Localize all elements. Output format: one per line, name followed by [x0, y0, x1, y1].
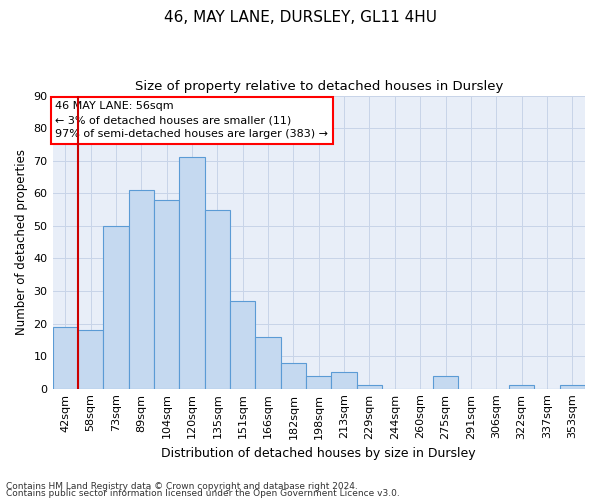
Title: Size of property relative to detached houses in Dursley: Size of property relative to detached ho… [134, 80, 503, 93]
Bar [230, 300, 256, 388]
Bar [256, 336, 281, 388]
Text: 46 MAY LANE: 56sqm
← 3% of detached houses are smaller (11)
97% of semi-detached: 46 MAY LANE: 56sqm ← 3% of detached hous… [55, 102, 328, 140]
Bar [306, 376, 331, 388]
Bar [154, 200, 179, 388]
Bar [78, 330, 103, 388]
Y-axis label: Number of detached properties: Number of detached properties [15, 149, 28, 335]
X-axis label: Distribution of detached houses by size in Dursley: Distribution of detached houses by size … [161, 447, 476, 460]
Text: Contains public sector information licensed under the Open Government Licence v3: Contains public sector information licen… [6, 490, 400, 498]
Bar [53, 327, 78, 388]
Text: Contains HM Land Registry data © Crown copyright and database right 2024.: Contains HM Land Registry data © Crown c… [6, 482, 358, 491]
Bar [281, 362, 306, 388]
Bar [179, 158, 205, 388]
Bar [103, 226, 128, 388]
Text: 46, MAY LANE, DURSLEY, GL11 4HU: 46, MAY LANE, DURSLEY, GL11 4HU [163, 10, 437, 25]
Bar [509, 386, 534, 388]
Bar [331, 372, 357, 388]
Bar [357, 386, 382, 388]
Bar [433, 376, 458, 388]
Bar [205, 210, 230, 388]
Bar [128, 190, 154, 388]
Bar [560, 386, 585, 388]
